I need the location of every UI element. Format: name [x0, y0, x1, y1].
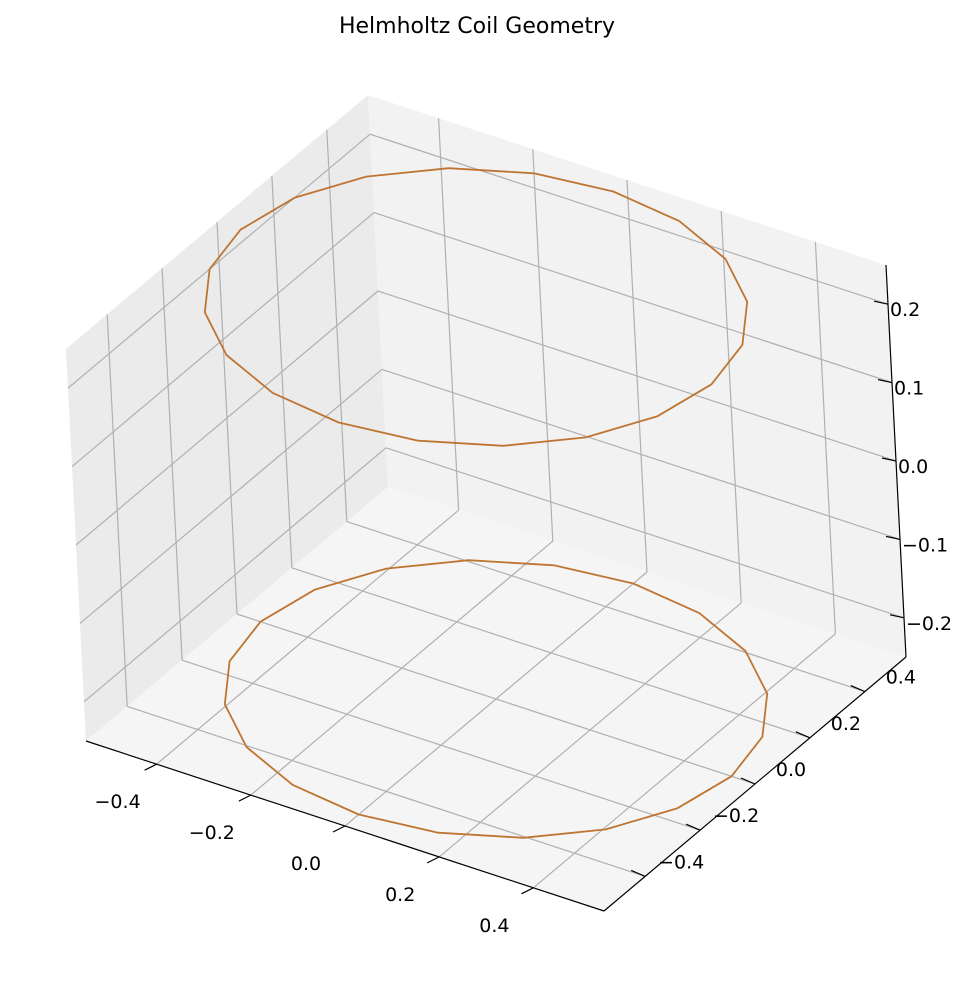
gridline-z-back	[381, 368, 901, 540]
axes-panes	[66, 95, 906, 911]
z-tick-label: 0.2	[890, 299, 920, 321]
y-tick-label: 0.2	[831, 713, 861, 735]
z-tick-label: −0.2	[906, 613, 952, 635]
x-tick-mark	[332, 825, 346, 833]
gridline-y-floor	[291, 567, 811, 739]
gridline-z-back	[385, 447, 905, 619]
z-tick-label: 0.1	[894, 378, 924, 400]
x-tick-label: 0.4	[479, 915, 509, 937]
x-tick-mark	[521, 887, 534, 895]
gridline-z-left	[67, 133, 371, 389]
x-tick-mark	[426, 856, 440, 864]
gridlines	[67, 118, 905, 889]
x-tick-label: 0.0	[291, 853, 321, 875]
gridline-z-left	[71, 212, 375, 468]
gridline-z-left	[75, 290, 379, 546]
z-tick-label: −0.1	[902, 534, 948, 556]
z-tick-mark	[881, 457, 897, 462]
x-tick-label: −0.2	[189, 822, 235, 844]
gridline-z-back	[377, 290, 897, 462]
gridline-y-floor	[127, 705, 646, 877]
gridline-z-left	[83, 447, 387, 703]
y-tick-mark	[795, 731, 811, 739]
gridline-z-back	[369, 133, 889, 305]
y-tick-label: 0.4	[886, 667, 916, 689]
gridline-z-left	[79, 368, 383, 624]
x-tick-mark	[238, 794, 252, 802]
y-tick-mark	[630, 869, 646, 877]
x-tick-mark	[144, 763, 157, 771]
plot-series	[203, 167, 769, 839]
y-tick-mark	[685, 823, 701, 831]
y-tick-label: −0.2	[713, 805, 759, 827]
x-tick-label: −0.4	[95, 791, 141, 813]
x-tick-label: 0.2	[385, 884, 415, 906]
gridline-y-floor	[181, 659, 701, 831]
gridline-z-back	[373, 212, 893, 384]
tick-labels: −0.4 −0.2 0.0 0.2 0.4 −0.4 −0.2 0.0 0.2 0.4 −0.2 −0…	[95, 299, 953, 937]
coil-lower-line	[223, 559, 769, 839]
z-tick-label: 0.0	[898, 456, 928, 478]
gridline-y-floor	[236, 613, 756, 785]
z-tick-mark	[877, 379, 893, 384]
y-tick-label: 0.0	[776, 759, 806, 781]
y-tick-mark	[850, 685, 866, 693]
z-tick-mark	[873, 300, 889, 305]
y-tick-mark	[740, 777, 756, 785]
chart-title: Helmholtz Coil Geometry	[339, 14, 615, 39]
gridline-y-floor	[346, 521, 865, 693]
y-tick-label: −0.4	[658, 851, 704, 873]
z-tick-mark	[889, 614, 905, 619]
z-tick-mark	[885, 535, 901, 540]
coil-upper-line	[203, 167, 749, 447]
